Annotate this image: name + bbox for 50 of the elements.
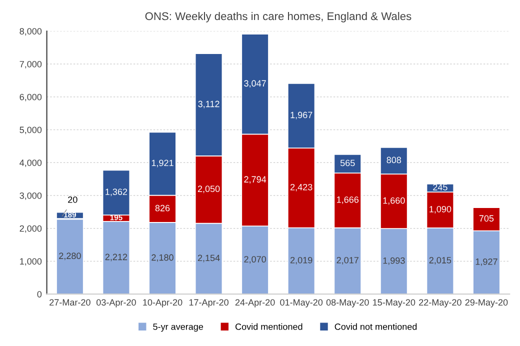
data-label: 2,070 [244,256,266,264]
y-tick-label: 5,000 [20,126,42,134]
data-label: 1,993 [383,257,405,265]
data-label: 1,362 [106,188,128,196]
y-tick-label: 1,000 [20,258,42,266]
data-label: 1,927 [476,258,498,266]
data-label: 1,921 [152,160,174,168]
data-label: 1,090 [430,206,452,214]
data-label: 2,017 [336,256,358,264]
data-label: 2,019 [290,256,312,264]
data-label: 2,794 [244,176,266,184]
x-tick-label: 01-May-20 [280,299,323,308]
data-label: 2,050 [198,186,220,194]
data-label: 1,660 [383,197,405,205]
data-label: 3,112 [198,100,220,108]
x-tick-label: 03-Apr-20 [96,299,136,308]
x-tick-label: 24-Apr-20 [235,299,275,308]
data-label: 245 [433,184,448,190]
chart-title: ONS: Weekly deaths in care homes, England & Wales [145,12,412,22]
data-label: 2,015 [429,257,452,264]
y-tick-label: 4,000 [20,160,42,168]
legend-label: 5-yr average [153,324,204,332]
y-tick-label: 7,000 [20,60,42,68]
data-label: 1,967 [290,112,312,120]
data-label: 3,047 [244,80,266,88]
y-tick-label: 8,000 [20,28,42,36]
data-label: 705 [479,215,494,222]
y-tick-label: 6,000 [20,94,42,102]
data-label: 808 [386,156,402,164]
x-tick-label: 29-May-20 [465,299,508,308]
y-tick-label: 3,000 [20,192,42,200]
data-label: 2,154 [198,254,220,262]
data-label: 2,280 [59,252,81,260]
data-label: 2,423 [290,184,312,192]
x-tick-label: 27-Mar-20 [50,299,90,306]
x-tick-label: 08-May-20 [326,299,369,308]
legend-label: Covid mentioned [235,323,302,330]
data-label: 565 [340,160,355,166]
data-label: 20 [68,196,78,203]
x-tick-label: 10-Apr-20 [143,299,182,308]
y-tick-label: 0 [37,291,42,298]
legend-label: Covid not mentioned [334,323,417,330]
x-tick-label: 17-Apr-20 [189,299,228,308]
x-tick-label: 15-May-20 [373,299,416,308]
data-label: 1,666 [337,196,359,204]
data-label: 2,212 [105,254,128,262]
data-label: 826 [155,204,170,212]
data-label: 2,180 [152,254,174,262]
y-tick-label: 2,000 [20,225,42,233]
x-tick-label: 22-May-20 [419,299,462,308]
